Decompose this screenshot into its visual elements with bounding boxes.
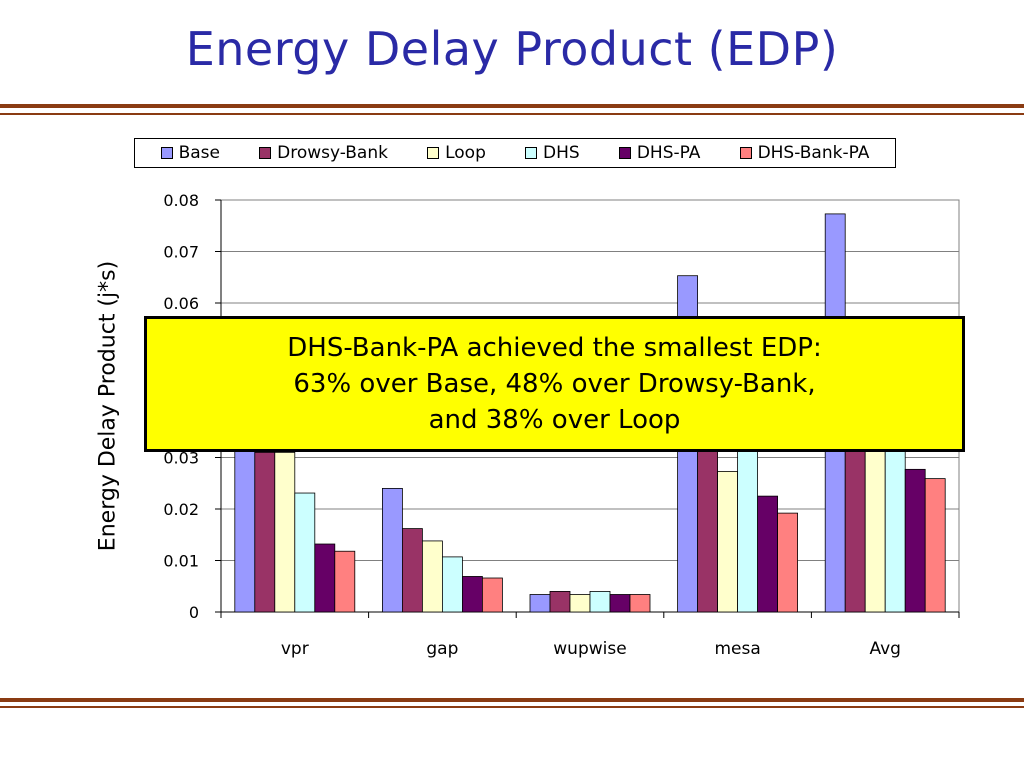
legend-swatch <box>427 147 440 159</box>
bar-loop <box>569 594 591 613</box>
bar-loop <box>717 471 738 613</box>
bar-dhs-pa <box>904 468 926 613</box>
x-category-label: vpr <box>281 639 309 659</box>
bar-dhs-pa <box>461 576 483 613</box>
bar-drowsy-bank <box>254 451 276 613</box>
bar-dhs <box>294 492 316 613</box>
chart-legend: Base Drowsy-Bank Loop DHS DHS-PA DHS-Ban… <box>134 138 896 168</box>
callout-line: 63% over Base, 48% over Drowsy-Bank, <box>293 369 816 399</box>
bar-dhs-bank-pa <box>629 594 651 613</box>
bar-base <box>381 487 403 613</box>
y-tick-label: 0.07 <box>163 243 199 262</box>
legend-label: DHS <box>543 143 580 163</box>
bar-dhs-pa <box>757 495 778 613</box>
legend-item-dhs-bank-pa: DHS-Bank-PA <box>739 143 870 163</box>
legend-swatch <box>525 147 538 159</box>
y-axis-title: Energy Delay Product (j*s) <box>95 260 121 552</box>
bottom-divider-thick <box>0 698 1024 702</box>
bar-dhs-bank-pa <box>334 550 356 613</box>
legend-swatch <box>160 147 173 159</box>
callout-box: DHS-Bank-PA achieved the smallest EDP: 6… <box>144 316 965 452</box>
legend-item-dhs: DHS <box>525 143 580 163</box>
bar-drowsy-bank <box>549 591 571 613</box>
bar-loop <box>421 540 443 613</box>
legend-item-dhs-pa: DHS-PA <box>618 143 701 163</box>
bar-base <box>529 594 551 613</box>
callout-line: DHS-Bank-PA achieved the smallest EDP: <box>287 333 822 363</box>
bar-dhs <box>589 591 611 613</box>
bar-dhs <box>737 426 758 613</box>
y-tick-label: 0.02 <box>163 500 199 519</box>
bottom-divider-thin <box>0 706 1024 708</box>
legend-label: DHS-Bank-PA <box>757 143 870 163</box>
slide-title: Energy Delay Product (EDP) <box>185 22 839 76</box>
top-divider-thin <box>0 113 1024 115</box>
bar-dhs-pa <box>609 594 631 613</box>
legend-label: Loop <box>445 143 486 163</box>
top-divider-thick <box>0 104 1024 108</box>
y-tick-label: 0.03 <box>163 449 199 468</box>
legend-label: Drowsy-Bank <box>277 143 388 163</box>
legend-item-drowsy-bank: Drowsy-Bank <box>259 143 388 163</box>
bar-loop <box>274 451 296 613</box>
bar-dhs-bank-pa <box>777 512 798 613</box>
y-tick-label: 0.01 <box>163 552 199 571</box>
x-category-label: gap <box>426 639 458 659</box>
x-category-label: mesa <box>714 639 760 659</box>
legend-item-loop: Loop <box>427 143 486 163</box>
x-category-label: Avg <box>869 639 901 659</box>
callout-line: and 38% over Loop <box>428 405 681 435</box>
bar-dhs <box>441 556 463 613</box>
legend-label: DHS-PA <box>636 143 701 163</box>
bar-dhs-bank-pa <box>924 478 946 613</box>
y-tick-label: 0.08 <box>163 191 199 210</box>
bar-dhs-bank-pa <box>481 577 503 613</box>
legend-swatch <box>259 147 272 159</box>
bar-drowsy-bank <box>401 528 423 613</box>
y-tick-label: 0.06 <box>163 294 199 313</box>
y-tick-label: 0 <box>189 603 199 622</box>
bar-drowsy-bank <box>697 436 718 613</box>
legend-label: Base <box>178 143 220 163</box>
bar-base <box>234 441 256 613</box>
legend-swatch <box>618 147 631 159</box>
bar-dhs-pa <box>314 543 336 613</box>
legend-swatch <box>739 147 752 159</box>
x-category-label: wupwise <box>553 639 626 659</box>
legend-item-base: Base <box>160 143 220 163</box>
